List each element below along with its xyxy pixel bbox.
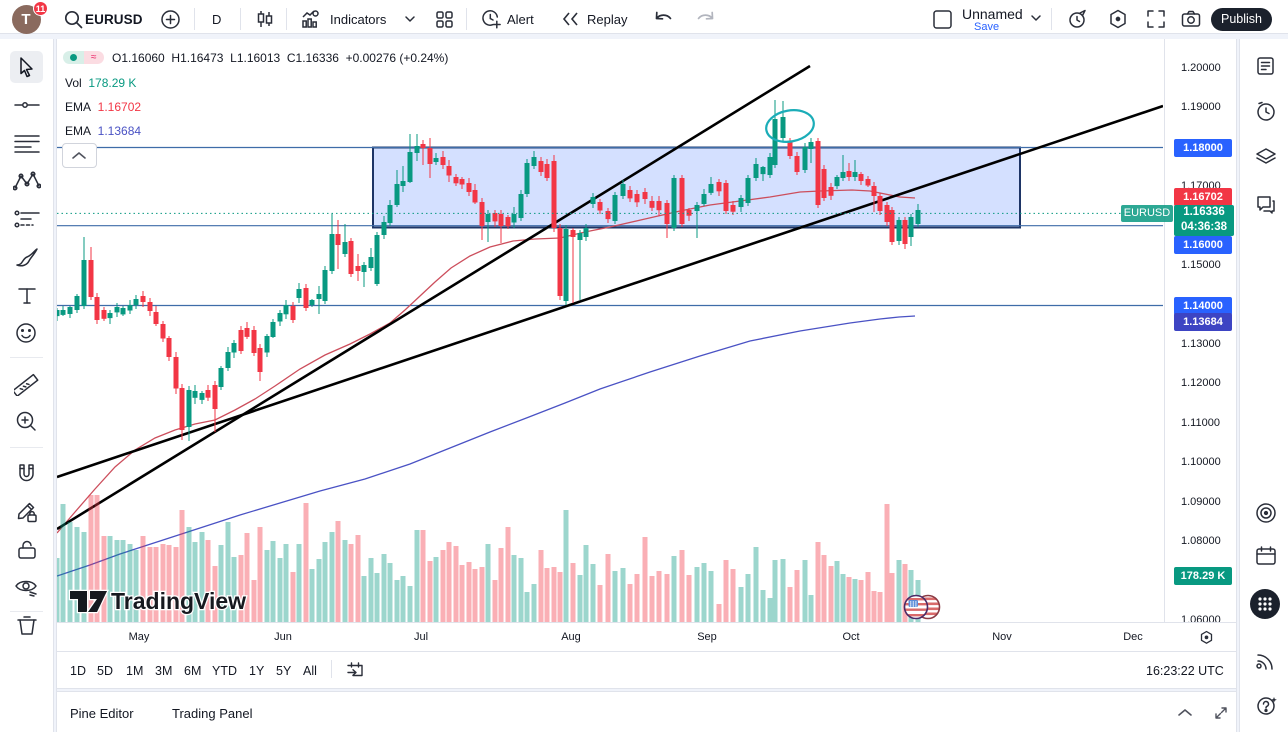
- svg-text:TradingView: TradingView: [111, 588, 246, 614]
